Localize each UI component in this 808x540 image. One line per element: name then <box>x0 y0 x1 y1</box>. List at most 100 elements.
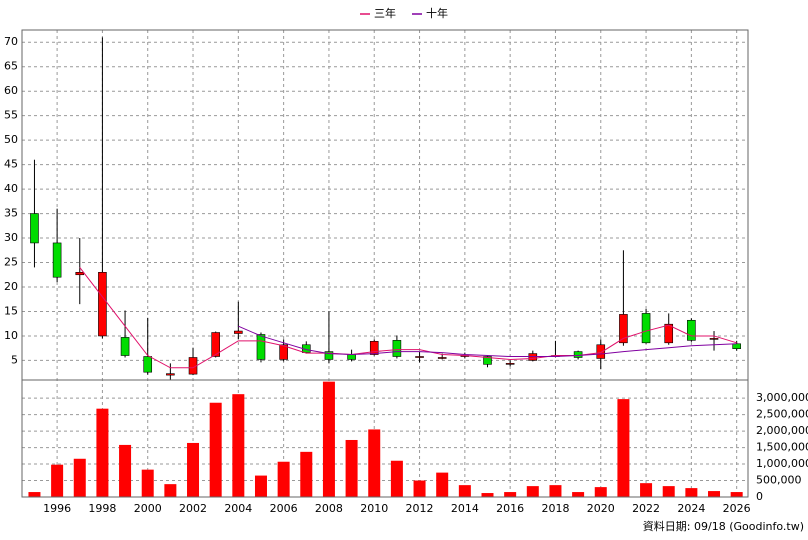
x-tick-label: 2008 <box>315 502 343 515</box>
ma-line <box>238 325 737 358</box>
y-tick-label: 3,000,000 <box>756 391 808 404</box>
y-tick-label: 2,500,000 <box>756 408 808 421</box>
x-tick-label: 2018 <box>541 502 569 515</box>
volume-bar <box>504 492 517 497</box>
y-tick-label: 1,000,000 <box>756 457 808 470</box>
volume-bar <box>368 429 381 497</box>
y-tick-label: 40 <box>4 182 18 195</box>
candle-body <box>687 319 696 341</box>
legend-label: 三年 <box>374 6 396 20</box>
volume-bar <box>708 491 721 497</box>
volume-bar <box>96 408 109 497</box>
candle-body <box>52 242 62 278</box>
y-tick-label: 5 <box>11 353 18 366</box>
candle-body <box>641 313 651 344</box>
y-tick-label: 500,000 <box>756 474 802 487</box>
x-tick-label: 2002 <box>179 502 207 515</box>
volume-bar <box>300 451 313 497</box>
legend-label: 十年 <box>426 6 448 20</box>
x-tick-label: 1998 <box>88 502 116 515</box>
y-tick-label: 50 <box>4 133 18 146</box>
y-tick-label: 2,000,000 <box>756 424 808 437</box>
volume-bar <box>458 485 471 497</box>
candle-body <box>211 332 220 357</box>
volume-bar <box>187 442 200 497</box>
y-tick-label: 0 <box>756 490 763 503</box>
y-tick-label: 25 <box>4 256 18 269</box>
x-tick-label: 1996 <box>43 502 71 515</box>
volume-bar <box>685 488 698 497</box>
x-tick-label: 2004 <box>224 502 252 515</box>
y-tick-label: 30 <box>4 231 18 244</box>
candle-body <box>732 343 741 349</box>
volume-bar <box>322 381 335 497</box>
candle-body <box>505 363 515 365</box>
x-tick-label: 2006 <box>270 502 298 515</box>
x-tick-label: 2022 <box>632 502 660 515</box>
x-tick-label: 2014 <box>451 502 479 515</box>
volume-bar <box>640 483 653 497</box>
candle-body <box>619 314 628 344</box>
candle-body <box>120 337 130 356</box>
x-tick-label: 2012 <box>406 502 434 515</box>
candle-body <box>234 330 243 334</box>
candle-body <box>347 354 356 360</box>
candle-body <box>30 213 39 244</box>
candle-body <box>143 356 153 373</box>
candle-body <box>392 340 402 357</box>
volume-bar <box>390 460 403 497</box>
volume-bar <box>254 475 267 497</box>
y-tick-label: 15 <box>4 304 18 317</box>
volume-bar <box>209 402 222 497</box>
volume-bar <box>119 444 132 497</box>
candle-body <box>596 344 606 359</box>
candle-body <box>75 272 85 276</box>
volume-bar <box>617 399 630 497</box>
volume-bar <box>662 486 675 497</box>
candle-body <box>483 356 492 365</box>
volume-bar <box>549 485 562 497</box>
plot-frame <box>21 379 749 498</box>
candle-body <box>324 351 334 360</box>
x-tick-label: 2020 <box>587 502 615 515</box>
y-tick-label: 60 <box>4 84 18 97</box>
annotation: 資料日期: 09/18 (Goodinfo.tw) <box>643 519 804 533</box>
y-tick-label: 35 <box>4 207 18 220</box>
volume-bar <box>51 464 64 497</box>
candle-body <box>437 357 447 359</box>
volume-bar <box>277 461 290 497</box>
volume-bar <box>232 394 245 497</box>
volume-bar <box>481 493 494 497</box>
y-tick-label: 20 <box>4 280 18 293</box>
candle-body <box>415 356 424 358</box>
volume-bar <box>730 492 743 497</box>
candle-body <box>709 338 719 340</box>
volume-bar <box>436 472 449 497</box>
volume-bar <box>594 487 607 497</box>
candle-body <box>256 334 266 360</box>
volume-bar <box>28 492 41 497</box>
y-tick-label: 10 <box>4 329 18 342</box>
candle-body <box>369 341 379 355</box>
volume-bar <box>526 486 539 497</box>
y-tick-label: 1,500,000 <box>756 441 808 454</box>
y-tick-label: 70 <box>4 35 18 48</box>
volume-bar <box>141 469 154 497</box>
volume-bar <box>73 458 86 497</box>
candle-body <box>664 323 674 344</box>
volume-bar <box>413 480 426 497</box>
volume-bar <box>345 439 358 497</box>
candle-body <box>279 344 288 360</box>
candle-body <box>166 373 175 376</box>
x-tick-label: 2000 <box>134 502 162 515</box>
candle-body <box>98 272 107 337</box>
y-tick-label: 45 <box>4 158 18 171</box>
y-tick-label: 65 <box>4 60 18 73</box>
x-tick-label: 2010 <box>360 502 388 515</box>
candle-body <box>573 351 583 358</box>
x-tick-label: 2024 <box>677 502 705 515</box>
x-tick-label: 2016 <box>496 502 524 515</box>
volume-bar <box>164 484 177 497</box>
